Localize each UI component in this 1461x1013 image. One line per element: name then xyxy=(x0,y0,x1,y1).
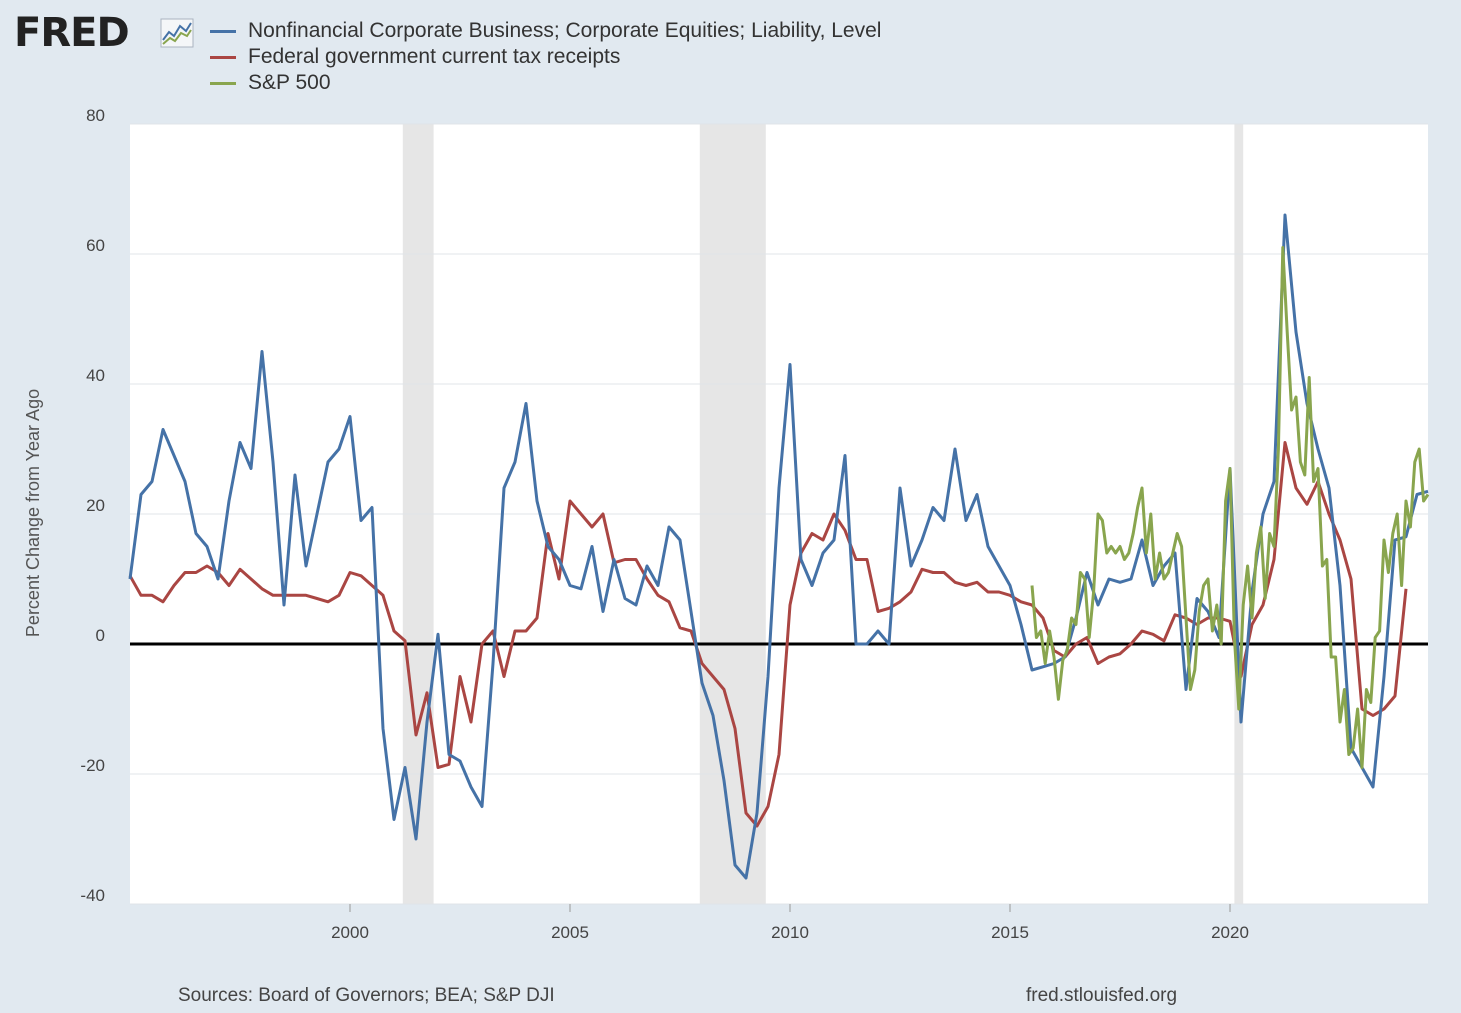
y-tick-label: 80 xyxy=(86,106,105,125)
y-axis-label: Percent Change from Year Ago xyxy=(23,389,43,637)
fred-logo-text: FRED xyxy=(14,10,130,56)
footer-sources: Sources: Board of Governors; BEA; S&P DJ… xyxy=(178,985,555,1006)
series-lines xyxy=(128,213,1430,880)
y-tick-label: 0 xyxy=(96,626,105,645)
x-tick-label: 2015 xyxy=(991,923,1029,942)
y-tick-label: 60 xyxy=(86,236,105,255)
legend-swatch-sp500 xyxy=(210,82,236,85)
legend-swatch-tax-receipts xyxy=(210,56,236,59)
fred-logo[interactable]: FRED xyxy=(14,10,204,58)
x-tick-label: 2020 xyxy=(1211,923,1249,942)
footer-url[interactable]: fred.stlouisfed.org xyxy=(1026,985,1178,1006)
y-axis-ticks: -40 -20 0 20 40 60 80 xyxy=(80,106,105,905)
legend-label: Nonfinancial Corporate Business; Corpora… xyxy=(248,19,882,42)
fred-graph-icon xyxy=(160,18,194,48)
x-tick-label: 2000 xyxy=(331,923,369,942)
x-tick-label: 2010 xyxy=(771,923,809,942)
series-line-sp500 xyxy=(1030,246,1430,769)
y-tick-label: 20 xyxy=(86,496,105,515)
y-tick-label: 40 xyxy=(86,366,105,385)
x-axis-ticks: 2000 2005 2010 2015 2020 xyxy=(331,904,1249,942)
gridlines xyxy=(130,123,1428,905)
x-tick-label: 2005 xyxy=(551,923,589,942)
legend-label: S&P 500 xyxy=(248,71,331,94)
legend-label: Federal government current tax receipts xyxy=(248,45,621,68)
y-tick-label: -20 xyxy=(80,756,105,775)
legend-swatch-corporate-equities xyxy=(210,30,236,33)
line-chart: -40 -20 0 20 40 60 80 2000 2005 2010 2015 2020 Per… xyxy=(23,106,1430,942)
y-tick-label: -40 xyxy=(80,886,105,905)
